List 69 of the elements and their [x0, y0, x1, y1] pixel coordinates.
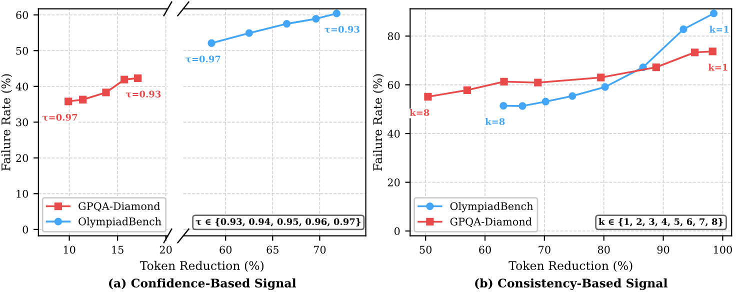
x-tick-label: 15: [112, 246, 124, 254]
point: [79, 96, 87, 104]
point: [597, 74, 605, 82]
legend-label: GPQA-Diamond: [78, 202, 160, 212]
x-tick-label: 80: [598, 246, 610, 254]
x-axis-title: Token Reduction (%): [508, 260, 632, 272]
point: [534, 78, 542, 86]
point: [463, 86, 472, 94]
point: [134, 74, 142, 82]
legend-label: GPQA-Diamond: [450, 217, 532, 228]
x-tick-label: 90: [657, 246, 670, 254]
point: [500, 78, 508, 86]
x-tick-label: 20: [160, 246, 172, 254]
annotation: τ ∈ {0.93, 0.94, 0.95, 0.96, 0.97}: [196, 218, 360, 226]
x-tick-label: 10: [64, 246, 76, 254]
annotation: τ=0.97: [42, 114, 78, 121]
point: [652, 63, 660, 72]
y-axis-title: Failure Rate (%): [372, 74, 384, 171]
point: [710, 10, 718, 18]
point: [120, 76, 128, 84]
point: [102, 88, 110, 96]
y-axis-title: Failure Rate (%): [1, 74, 12, 171]
y-tick-label: 40: [16, 82, 28, 90]
annotation: k=1: [708, 64, 728, 71]
x-axis-title: Token Reduction (%): [140, 260, 264, 272]
text: (a) Confidence-Based Signal: [109, 278, 296, 290]
annotation: k=8: [410, 109, 430, 116]
annotation: k ∈ {1, 2, 3, 4, 5, 6, 7, 8}: [598, 218, 723, 226]
y-tick-label: 60: [388, 81, 400, 89]
x-tick-label: 70: [538, 246, 550, 254]
y-tick-label: 10: [16, 190, 28, 198]
y-tick-label: 80: [388, 32, 400, 40]
point: [312, 14, 320, 23]
text: (b) Consistency-Based Signal: [475, 278, 668, 290]
x-tick-label: 70: [314, 246, 326, 254]
point: [208, 39, 216, 47]
point: [568, 92, 576, 100]
point: [282, 20, 291, 28]
annotation: τ=0.97: [186, 56, 220, 62]
y-tick-label: 30: [16, 118, 28, 126]
x-tick-label: 65: [266, 246, 278, 254]
legend-label: OlympiadBench: [450, 202, 534, 212]
point: [690, 48, 699, 56]
point: [332, 10, 340, 18]
x-tick-label: 60: [220, 246, 232, 254]
y-tick-label: 60: [16, 11, 28, 19]
y-tick-label: 50: [16, 46, 28, 55]
point: [542, 98, 550, 106]
point: [424, 92, 432, 101]
y-tick-label: 40: [387, 130, 400, 138]
x-tick-label: 60: [479, 246, 491, 254]
y-tick-label: 0: [22, 226, 28, 234]
annotation: τ=0.93: [324, 26, 360, 33]
point: [518, 102, 526, 110]
y-tick-label: 20: [388, 178, 400, 186]
point: [601, 83, 609, 91]
annotation: k=1: [710, 26, 728, 33]
point: [245, 29, 253, 37]
point: [708, 48, 716, 56]
legend-label: OlympiadBench: [78, 217, 162, 228]
y-tick-label: 0: [394, 227, 400, 236]
y-tick-label: 20: [16, 154, 28, 162]
point: [500, 102, 508, 110]
x-tick-label: 100: [714, 246, 732, 254]
point: [64, 98, 72, 106]
x-tick-label: 50: [420, 246, 432, 254]
point: [680, 25, 688, 34]
annotation: k=8: [485, 118, 505, 126]
annotation: τ=0.93: [126, 90, 161, 98]
